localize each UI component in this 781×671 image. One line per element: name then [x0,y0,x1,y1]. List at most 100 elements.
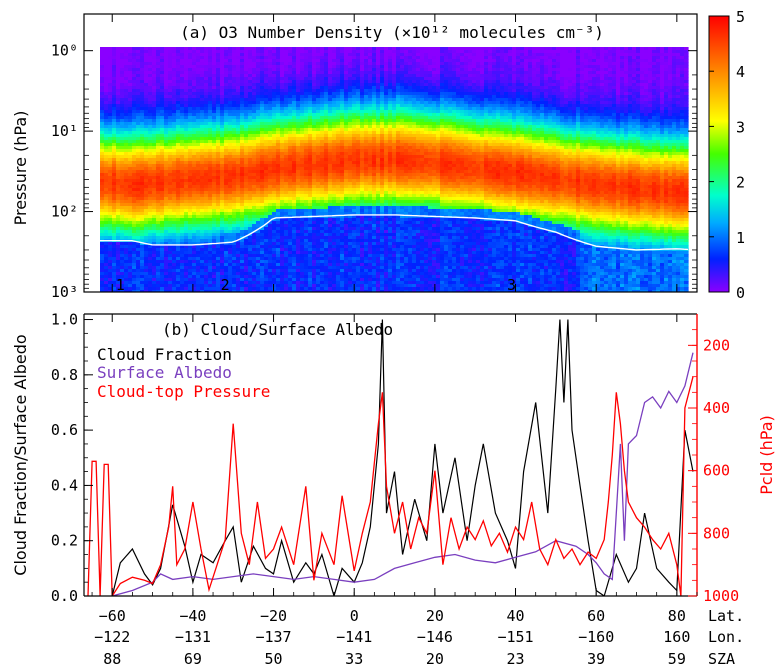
heatmap-cell [212,164,217,168]
heatmap-cell [212,230,217,234]
heatmap-cell [256,86,261,90]
heatmap-cell [212,218,217,222]
heatmap-cell [220,167,225,171]
heatmap-cell [132,173,137,177]
heatmap-cell [120,110,125,114]
heatmap-cell [120,236,125,240]
heatmap-cell [172,206,177,210]
heatmap-cell [220,290,225,292]
heatmap-cell [236,89,241,93]
heatmap-cell [108,62,113,66]
heatmap-cell [132,284,137,288]
heatmap-cell [168,290,173,292]
heatmap-cell [176,233,181,237]
heatmap-cell [232,254,237,258]
heatmap-cell [196,143,201,147]
heatmap-cell [192,179,197,183]
heatmap-cell [160,260,165,264]
heatmap-cell [144,212,149,216]
heatmap-cell [112,68,117,72]
heatmap-cell [152,227,157,231]
heatmap-cell [144,137,149,141]
heatmap-cell [188,209,193,213]
heatmap-cell [184,272,189,276]
heatmap-cell [156,95,161,99]
heatmap-cell [116,95,121,99]
heatmap-cell [116,194,121,198]
heatmap-cell [244,56,249,60]
heatmap-cell [136,74,141,78]
heatmap-cell [132,281,137,285]
heatmap-cell [144,161,149,165]
heatmap-cell [224,215,229,219]
heatmap-cell [240,161,245,165]
heatmap-cell [188,227,193,231]
heatmap-cell [140,200,145,204]
heatmap-cell [132,116,137,120]
heatmap-cell [244,197,249,201]
heatmap-cell [204,128,209,132]
heatmap-cell [236,203,241,207]
heatmap-cell [116,248,121,252]
heatmap-cell [152,224,157,228]
heatmap-cell [228,230,233,234]
heatmap-cell [172,176,177,180]
heatmap-cell [160,212,165,216]
heatmap-cell [104,266,109,270]
heatmap-cell [148,179,153,183]
heatmap-cell [124,161,129,165]
heatmap-cell [140,284,145,288]
heatmap-cell [228,236,233,240]
heatmap-cell [152,128,157,132]
heatmap-cell [144,101,149,105]
heatmap-cell [204,227,209,231]
heatmap-cell [104,245,109,249]
heatmap-cell [168,263,173,267]
heatmap-cell [224,179,229,183]
heatmap-cell [196,272,201,276]
heatmap-cell [148,230,153,234]
heatmap-cell [248,266,253,270]
heatmap-cell [248,143,253,147]
heatmap-cell [244,233,249,237]
heatmap-cell [168,188,173,192]
heatmap-cell [144,98,149,102]
heatmap-cell [108,263,113,267]
heatmap-cell [104,104,109,108]
heatmap-cell [176,245,181,249]
heatmap-cell [132,215,137,219]
heatmap-cell [172,83,177,87]
heatmap-cell [220,233,225,237]
heatmap-cell [148,269,153,273]
heatmap-cell [148,212,153,216]
heatmap-cell [148,86,153,90]
heatmap-cell [192,50,197,54]
heatmap-cell [168,56,173,60]
heatmap-cell [180,230,185,234]
heatmap-cell [212,284,217,288]
heatmap-cell [104,122,109,126]
heatmap-cell [148,77,153,81]
heatmap-cell [136,179,141,183]
heatmap-cell [236,215,241,219]
heatmap-cell [124,116,129,120]
heatmap-cell [232,263,237,267]
heatmap-cell [232,134,237,138]
heatmap-cell [224,209,229,213]
heatmap-cell [148,137,153,141]
heatmap-cell [120,203,125,207]
heatmap-cell [108,212,113,216]
heatmap-cell [120,215,125,219]
heatmap-cell [116,200,121,204]
heatmap-cell [192,230,197,234]
heatmap-cell [152,110,157,114]
heatmap-cell [132,272,137,276]
heatmap-cell [176,107,181,111]
heatmap-cell [200,203,205,207]
heatmap-cell [176,161,181,165]
heatmap-cell [184,179,189,183]
heatmap-cell [140,158,145,162]
heatmap-cell [220,149,225,153]
heatmap-cell [140,98,145,102]
heatmap-cell [100,230,105,234]
